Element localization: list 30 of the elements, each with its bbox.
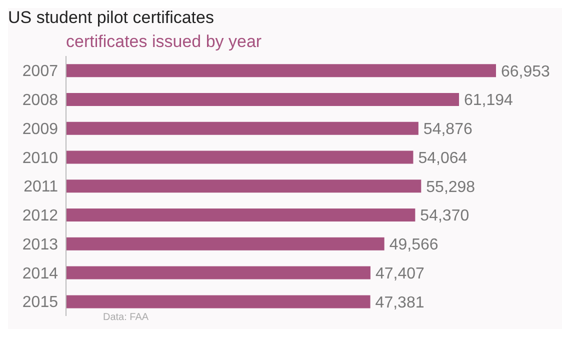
- chart-subtitle: certificates issued by year: [66, 32, 262, 52]
- data-label: 54,064: [418, 150, 468, 167]
- y-tick-label: 2009: [22, 120, 58, 138]
- y-tick-label: 2008: [22, 92, 58, 110]
- y-tick-label: 2010: [22, 150, 58, 167]
- y-tick-label: 2013: [22, 236, 58, 254]
- bar: [66, 237, 384, 250]
- bar: [66, 208, 416, 222]
- data-label: 61,194: [464, 92, 514, 110]
- data-label: 66,953: [501, 63, 550, 80]
- y-tick-label: 2012: [22, 208, 58, 225]
- y-tick-label: 2007: [22, 63, 58, 80]
- data-label: 54,876: [423, 121, 472, 138]
- data-label: 54,370: [420, 208, 470, 225]
- data-label: 49,566: [389, 236, 438, 254]
- data-label: 55,298: [426, 178, 476, 196]
- y-tick-label: 2011: [24, 178, 58, 196]
- annotation: Data: FAA: [103, 312, 149, 323]
- y-tick-label: 2014: [22, 265, 58, 282]
- chart-title: US student pilot certificates: [8, 8, 214, 28]
- bar: [66, 150, 414, 164]
- bar: [66, 266, 370, 280]
- bar: [66, 92, 460, 106]
- data-label: 47,381: [375, 294, 424, 312]
- y-tick-label: 2015: [22, 294, 58, 312]
- bar: [66, 64, 496, 78]
- bar: [66, 295, 370, 308]
- bar: [66, 180, 422, 193]
- bar: [66, 122, 418, 135]
- data-label: 47,407: [375, 265, 425, 282]
